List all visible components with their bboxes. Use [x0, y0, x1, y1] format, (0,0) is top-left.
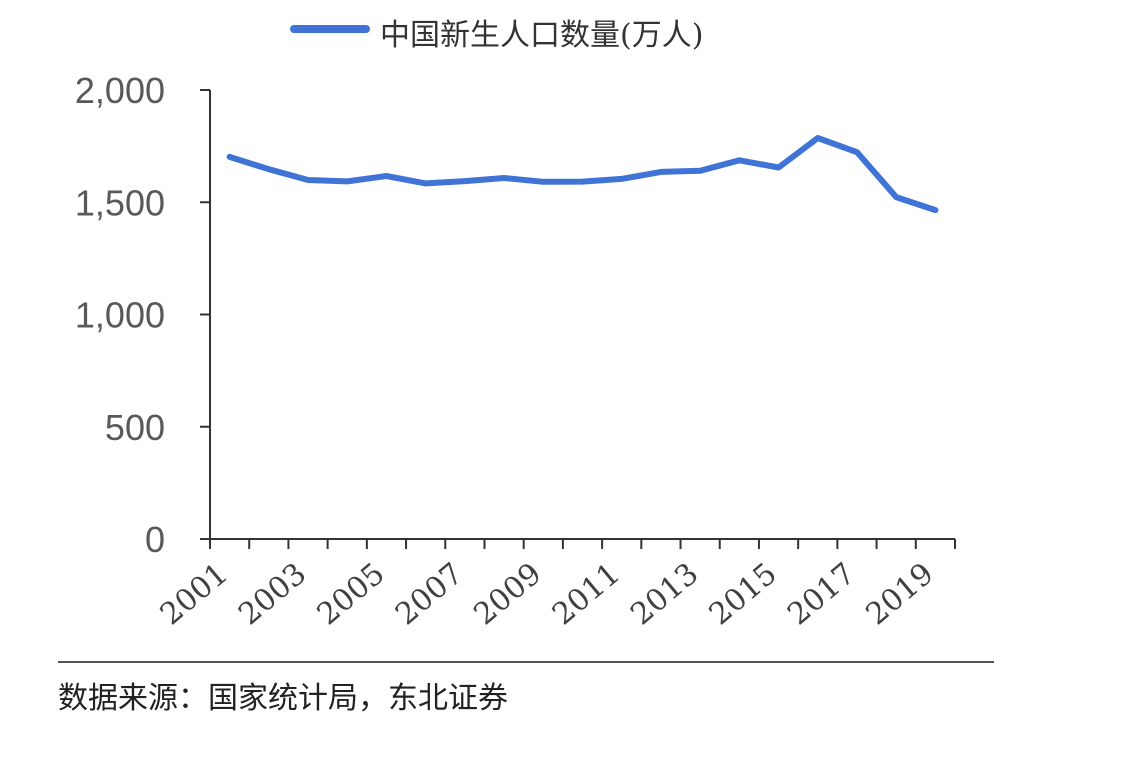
y-tick-labels: 0 500 1,000 1,500 2,000 — [75, 70, 165, 560]
data-point — [739, 160, 740, 161]
x-tick-label: 2011 — [546, 556, 627, 632]
data-point — [935, 210, 936, 211]
data-point — [504, 178, 505, 179]
x-tick-label: 2007 — [389, 556, 470, 632]
x-tick-label: 2019 — [860, 556, 941, 632]
x-tick-label: 2003 — [232, 556, 313, 632]
data-point — [660, 171, 661, 172]
x-tick-label: 2015 — [703, 556, 784, 632]
x-tick-label: 2001 — [154, 556, 235, 632]
x-tick-label: 2017 — [781, 556, 862, 632]
data-point — [543, 181, 544, 182]
y-tick-label: 0 — [145, 519, 165, 560]
y-tick-label: 500 — [105, 407, 165, 448]
data-point — [856, 152, 857, 153]
series-group — [226, 135, 939, 214]
source-note: 数据来源：国家统计局，东北证券 — [58, 681, 508, 716]
series-line — [226, 135, 939, 214]
data-point — [268, 169, 269, 170]
data-point — [896, 197, 897, 198]
data-point — [308, 180, 309, 181]
data-point — [582, 181, 583, 182]
data-point — [778, 167, 779, 168]
data-point — [817, 138, 818, 139]
x-tick-label: 2005 — [311, 556, 392, 632]
source-divider — [58, 661, 994, 663]
data-point — [464, 181, 465, 182]
chart-axes — [200, 89, 956, 549]
legend-swatch — [290, 25, 370, 33]
legend-label: 中国新生人口数量(万人) — [380, 18, 704, 53]
x-tick-label: 2009 — [467, 556, 548, 632]
data-point — [386, 175, 387, 176]
y-tick-label: 2,000 — [75, 70, 165, 111]
data-point — [425, 183, 426, 184]
data-point — [347, 181, 348, 182]
x-tick-label: 2013 — [624, 556, 705, 632]
y-tick-label: 1,500 — [75, 182, 165, 223]
data-point — [700, 170, 701, 171]
data-point — [621, 178, 622, 179]
y-tick-label: 1,000 — [75, 295, 165, 336]
data-point — [229, 156, 230, 157]
